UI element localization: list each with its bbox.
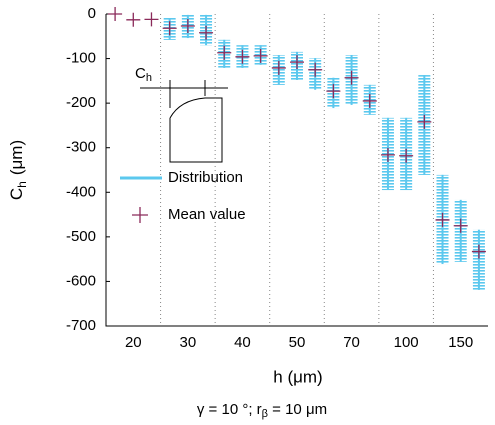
legend-marker — [132, 207, 148, 223]
mean-marker — [253, 48, 268, 63]
mean-marker — [326, 84, 341, 99]
x-tick-label: 40 — [234, 334, 251, 351]
legend-label: Distribution — [168, 169, 243, 186]
mean-marker — [399, 148, 414, 163]
mean-marker — [180, 19, 195, 34]
y-tick-label: 0 — [88, 5, 96, 22]
caption: γ = 10 °; rβ = 10 μm — [197, 401, 327, 420]
mean-marker — [162, 21, 177, 36]
y-tick-label: -400 — [66, 183, 96, 200]
mean-marker — [271, 60, 286, 75]
caption-part: γ = 10 °; r — [197, 401, 262, 418]
mean-marker — [290, 55, 304, 70]
caption-part: = 10 μm — [268, 401, 327, 418]
mean-marker — [235, 49, 250, 64]
x-axis-label: h (μm) — [273, 367, 322, 386]
inset-label-main: C — [135, 65, 146, 82]
y-tick-label: -200 — [66, 94, 96, 111]
caption-sub: β — [262, 408, 268, 420]
mean-marker — [126, 12, 141, 27]
y-tick-label: -500 — [66, 228, 96, 245]
inset-diagram: Ch — [135, 65, 228, 163]
mean-marker — [380, 147, 395, 162]
y-label-sub: h — [15, 181, 29, 188]
y-axis-label: Ch (μm) — [7, 140, 29, 200]
x-tick-label: 30 — [180, 334, 197, 351]
mean-marker — [217, 45, 232, 60]
mean-marker — [199, 25, 214, 40]
mean-marker — [144, 12, 159, 27]
mean-marker — [417, 114, 432, 129]
y-label-main: C — [7, 188, 26, 200]
mean-marker — [471, 244, 486, 259]
x-tick-label: 150 — [448, 334, 473, 351]
mean-marker — [435, 212, 450, 227]
mean-marker — [308, 62, 323, 77]
y-label-unit: (μm) — [7, 140, 26, 175]
y-tick-label: -100 — [66, 50, 96, 67]
y-tick-label: -600 — [66, 272, 96, 289]
mean-marker — [344, 70, 359, 85]
inset-label-sub: h — [146, 72, 152, 84]
mean-marker — [362, 93, 377, 108]
y-tick-label: -300 — [66, 139, 96, 156]
x-tick-label: 70 — [343, 334, 360, 351]
mean-marker — [453, 218, 468, 233]
x-tick-label: 20 — [125, 334, 142, 351]
mean-marker — [108, 7, 123, 21]
legend-label: Mean value — [168, 206, 246, 223]
inset-label: Ch — [135, 65, 152, 84]
x-tick-label: 50 — [289, 334, 306, 351]
x-tick-label: 100 — [394, 334, 419, 351]
y-tick-label: -700 — [66, 317, 96, 334]
